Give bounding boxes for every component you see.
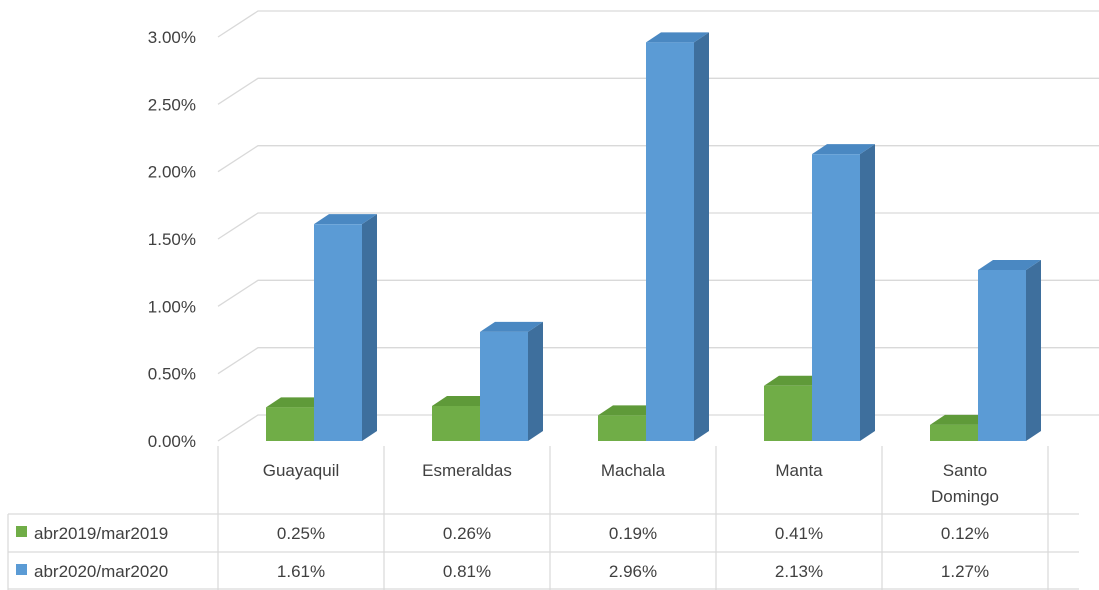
category-label: Santo Domingo (931, 461, 999, 506)
data-label: 0.12% (941, 524, 989, 543)
series-name: abr2020/mar2020 (34, 562, 168, 581)
data-label: 1.61% (277, 562, 325, 581)
category-label: Manta (775, 461, 823, 480)
data-label: 0.26% (443, 524, 491, 543)
gridline (217, 77, 1099, 105)
bar-2-esmeraldas (480, 321, 543, 441)
y-axis-tick-labels: 0.00% 0.50% 1.00% 1.50% 2.00% 2.50% 3.00% (148, 28, 196, 451)
data-label: 1.27% (941, 562, 989, 581)
gridlines (217, 10, 1099, 442)
data-label: 0.25% (277, 524, 325, 543)
legend-key (16, 564, 27, 575)
data-label: 2.13% (775, 562, 823, 581)
y-tick-label: 3.00% (148, 28, 196, 47)
category-label: Esmeraldas (422, 461, 512, 480)
bar-2-manta (812, 144, 875, 441)
data-label: 0.19% (609, 524, 657, 543)
data-label: 2.96% (609, 562, 657, 581)
gridline (217, 10, 1099, 38)
data-label: 0.81% (443, 562, 491, 581)
y-tick-label: 0.00% (148, 432, 196, 451)
y-tick-label: 2.50% (148, 95, 196, 114)
data-label: 0.41% (775, 524, 823, 543)
bars (266, 32, 1041, 442)
legend-key (16, 526, 27, 537)
y-tick-label: 1.50% (148, 230, 196, 249)
y-tick-label: 0.50% (148, 365, 196, 384)
bar-2-guayaquil (314, 214, 377, 441)
gridline (217, 145, 1099, 173)
data-table: Guayaquil Esmeraldas Machala Manta Santo Domi… (7, 446, 1079, 590)
y-tick-label: 1.00% (148, 297, 196, 316)
category-label: Guayaquil (263, 461, 340, 480)
category-label: Machala (601, 461, 666, 480)
bar-2-santo-domingo (978, 259, 1041, 441)
bar-2-machala (646, 32, 709, 442)
series-name: abr2019/mar2019 (34, 524, 168, 543)
y-tick-label: 2.00% (148, 163, 196, 182)
